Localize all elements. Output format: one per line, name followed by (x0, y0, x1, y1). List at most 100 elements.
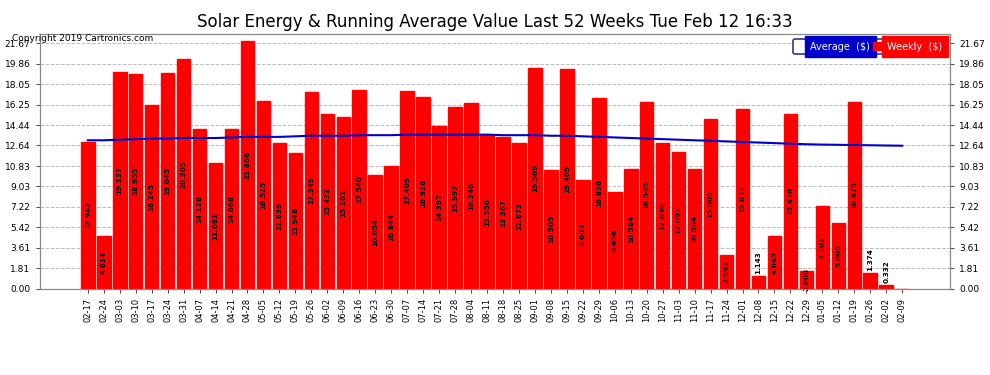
Bar (512, 143, 526, 289)
Text: 16.346: 16.346 (468, 182, 474, 210)
Text: 15.831: 15.831 (740, 185, 745, 213)
Text: 15.438: 15.438 (787, 187, 793, 215)
Text: 16.836: 16.836 (596, 179, 602, 207)
Bar (289, 153, 302, 289)
Text: 18.955: 18.955 (133, 167, 139, 195)
Bar (321, 114, 334, 289)
Text: 14.068: 14.068 (229, 195, 235, 223)
Bar (400, 92, 414, 289)
Text: 1.374: 1.374 (867, 249, 873, 272)
Bar (433, 126, 446, 289)
Bar (640, 102, 653, 289)
Text: 14.128: 14.128 (197, 195, 203, 223)
Bar (81, 142, 95, 289)
Bar (576, 180, 590, 289)
Bar (672, 152, 685, 289)
Bar (847, 102, 861, 289)
Text: 4.645: 4.645 (771, 251, 777, 274)
Text: 14.397: 14.397 (437, 193, 443, 221)
Text: 12.830: 12.830 (659, 202, 665, 230)
Bar (736, 110, 749, 289)
Bar (241, 41, 254, 289)
Bar (528, 68, 542, 289)
Text: 5.805: 5.805 (836, 244, 842, 267)
Text: 16.475: 16.475 (851, 182, 857, 209)
Text: 15.432: 15.432 (325, 188, 331, 215)
Text: 12.092: 12.092 (675, 206, 682, 234)
Bar (368, 175, 382, 289)
Bar (225, 129, 239, 289)
Text: 16.525: 16.525 (260, 181, 266, 209)
Text: 19.137: 19.137 (117, 166, 123, 194)
Bar (863, 273, 877, 289)
Text: 9.603: 9.603 (580, 223, 586, 246)
Text: 20.305: 20.305 (180, 160, 186, 188)
Text: 15.161: 15.161 (341, 189, 346, 217)
Bar (832, 223, 845, 289)
Bar (656, 143, 669, 289)
Bar (160, 73, 174, 289)
Bar (145, 105, 158, 289)
Text: 17.540: 17.540 (356, 176, 362, 203)
Bar (352, 90, 366, 289)
Text: 1.143: 1.143 (755, 251, 761, 274)
Text: Copyright 2019 Cartronics.com: Copyright 2019 Cartronics.com (12, 34, 153, 43)
Text: 0.332: 0.332 (883, 261, 889, 283)
Bar (193, 129, 206, 289)
Bar (256, 102, 270, 289)
Text: 13.367: 13.367 (500, 199, 506, 227)
Text: 19.509: 19.509 (532, 164, 538, 192)
Bar (496, 137, 510, 289)
Bar (417, 97, 430, 289)
Bar (560, 69, 573, 289)
Text: 19.045: 19.045 (164, 167, 170, 195)
Text: 13.550: 13.550 (484, 198, 490, 226)
Text: 16.505: 16.505 (644, 181, 649, 209)
Bar (97, 237, 111, 289)
Text: 17.409: 17.409 (404, 176, 410, 204)
Text: 2.992: 2.992 (724, 260, 730, 283)
Bar (129, 74, 143, 289)
Bar (384, 166, 398, 289)
Text: 1.608: 1.608 (804, 268, 810, 291)
Text: 19.409: 19.409 (564, 165, 570, 193)
Bar (751, 276, 765, 289)
Bar (704, 119, 718, 289)
Text: 10.054: 10.054 (372, 218, 378, 246)
Bar (544, 170, 557, 289)
Bar (800, 270, 813, 289)
Text: 15.997: 15.997 (452, 184, 458, 212)
Bar (448, 108, 462, 289)
Text: 10.584: 10.584 (628, 215, 634, 243)
Text: 16.926: 16.926 (420, 179, 426, 207)
Bar (720, 255, 734, 289)
Text: 15.005: 15.005 (708, 190, 714, 218)
Text: 10.584: 10.584 (692, 215, 698, 243)
Bar (209, 163, 223, 289)
Bar (480, 135, 494, 289)
Text: 7.302: 7.302 (820, 236, 826, 259)
Bar (113, 72, 127, 289)
Text: 8.496: 8.496 (612, 229, 618, 252)
Text: 21.866: 21.866 (245, 151, 250, 179)
Text: 10.844: 10.844 (388, 213, 394, 241)
Bar (592, 98, 606, 289)
Bar (767, 236, 781, 289)
Text: 4.614: 4.614 (101, 251, 107, 274)
Bar (337, 117, 350, 289)
Text: 10.505: 10.505 (547, 215, 553, 243)
Text: 12.839: 12.839 (276, 202, 282, 230)
Bar (688, 169, 701, 289)
Bar (816, 206, 830, 289)
Bar (177, 58, 190, 289)
Title: Solar Energy & Running Average Value Last 52 Weeks Tue Feb 12 16:33: Solar Energy & Running Average Value Las… (197, 13, 793, 31)
Text: 12.873: 12.873 (516, 202, 522, 230)
Bar (624, 169, 638, 289)
Bar (608, 192, 622, 289)
Text: 16.245: 16.245 (148, 183, 154, 211)
Bar (272, 143, 286, 289)
Bar (305, 92, 318, 289)
Bar (879, 285, 893, 289)
Bar (464, 104, 478, 289)
Bar (784, 114, 797, 289)
